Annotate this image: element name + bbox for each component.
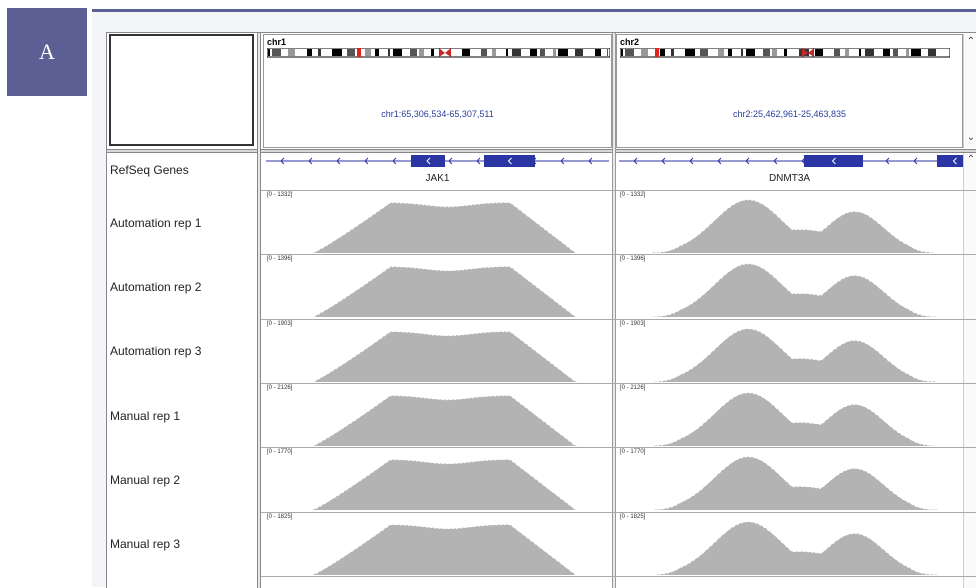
coverage-plot[interactable] bbox=[618, 387, 961, 446]
data-range-label: [0 - 1825] bbox=[267, 514, 293, 520]
data-range-label: [0 - 1770] bbox=[620, 449, 646, 455]
track-separator bbox=[261, 190, 976, 191]
track-names-panel: RefSeq Genes Automation rep 1 Automation… bbox=[107, 153, 257, 588]
track-name-3[interactable]: Automation rep 3 bbox=[110, 344, 202, 358]
data-range-label: [0 - 2126] bbox=[620, 385, 646, 391]
track-name-1[interactable]: Automation rep 1 bbox=[110, 216, 202, 230]
igv-viewer: chr1 chr1:65,306,534-65,307,511 chr2 chr… bbox=[106, 32, 976, 588]
coverage-plot[interactable] bbox=[618, 451, 961, 510]
track-name-5[interactable]: Manual rep 2 bbox=[110, 473, 181, 487]
coverage-plot[interactable] bbox=[618, 194, 961, 253]
track-separator bbox=[261, 319, 976, 320]
data-range-label: [0 - 1903] bbox=[620, 321, 646, 327]
data-range-label: [0 - 1332] bbox=[620, 192, 646, 198]
coverage-plot[interactable] bbox=[618, 258, 961, 317]
coverage-plot[interactable] bbox=[618, 516, 961, 575]
chevron-up-icon[interactable]: ⌃ bbox=[966, 154, 976, 165]
track-separator bbox=[261, 447, 976, 448]
locus-header-2: chr2 chr2:25,462,961-25,463,835 bbox=[616, 34, 963, 148]
track-name-2[interactable]: Automation rep 2 bbox=[110, 280, 202, 294]
coverage-plot[interactable] bbox=[265, 323, 610, 382]
data-scrollbar[interactable]: ⌃ bbox=[963, 153, 976, 588]
track-separator bbox=[261, 576, 976, 577]
coverage-plot[interactable] bbox=[265, 194, 610, 253]
track-name-6[interactable]: Manual rep 3 bbox=[110, 537, 181, 551]
gene-label-jak1[interactable]: JAK1 bbox=[425, 173, 450, 184]
chromosome-name-2: chr2 bbox=[620, 37, 640, 47]
coverage-plot[interactable] bbox=[618, 323, 961, 382]
coverage-plot[interactable] bbox=[265, 387, 610, 446]
data-range-label: [0 - 1770] bbox=[267, 449, 293, 455]
panel-label: A bbox=[7, 8, 87, 96]
coverage-plot[interactable] bbox=[265, 451, 610, 510]
data-range-label: [0 - 2126] bbox=[267, 385, 293, 391]
track-separator bbox=[261, 383, 976, 384]
coverage-plot[interactable] bbox=[265, 258, 610, 317]
data-range-label: [0 - 1825] bbox=[620, 514, 646, 520]
gene-label-dnmt3a[interactable]: DNMT3A bbox=[768, 173, 811, 184]
figure-top-border bbox=[92, 9, 976, 12]
track-name-refseq-genes[interactable]: RefSeq Genes bbox=[110, 163, 189, 177]
gene-model-jak1[interactable] bbox=[263, 153, 612, 189]
gene-model-dnmt3a[interactable] bbox=[616, 153, 963, 189]
chromosome-name-1: chr1 bbox=[267, 37, 287, 47]
chevron-up-icon[interactable]: ⌃ bbox=[966, 36, 976, 47]
header-divider[interactable] bbox=[107, 149, 976, 153]
track-separator bbox=[261, 512, 976, 513]
chevron-down-icon[interactable]: ⌄ bbox=[966, 132, 976, 143]
header-scrollbar[interactable]: ⌃ ⌄ bbox=[963, 34, 976, 148]
data-range-label: [0 - 1396] bbox=[267, 256, 293, 262]
locus-divider[interactable] bbox=[612, 33, 616, 588]
header-name-panel bbox=[109, 34, 254, 146]
coverage-plot[interactable] bbox=[265, 516, 610, 575]
data-range-label: [0 - 1396] bbox=[620, 256, 646, 262]
locus-header-1: chr1 chr1:65,306,534-65,307,511 bbox=[263, 34, 612, 148]
data-range-label: [0 - 1903] bbox=[267, 321, 293, 327]
chromosome-ideogram-2[interactable] bbox=[620, 48, 950, 58]
locus-range-1: chr1:65,306,534-65,307,511 bbox=[381, 109, 494, 119]
chromosome-ideogram-1[interactable] bbox=[267, 48, 610, 58]
locus-range-2: chr2:25,462,961-25,463,835 bbox=[732, 109, 847, 119]
data-range-label: [0 - 1332] bbox=[267, 192, 293, 198]
name-panel-divider[interactable] bbox=[257, 33, 261, 588]
track-separator bbox=[261, 254, 976, 255]
track-name-4[interactable]: Manual rep 1 bbox=[110, 409, 181, 423]
